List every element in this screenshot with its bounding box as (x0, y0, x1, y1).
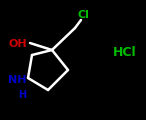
Text: H: H (18, 90, 26, 100)
Text: Cl: Cl (77, 10, 89, 20)
Text: NH: NH (8, 75, 26, 85)
Text: OH: OH (9, 39, 27, 49)
Text: HCl: HCl (113, 45, 137, 59)
